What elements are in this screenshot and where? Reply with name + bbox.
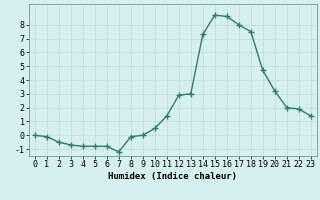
X-axis label: Humidex (Indice chaleur): Humidex (Indice chaleur) xyxy=(108,172,237,181)
